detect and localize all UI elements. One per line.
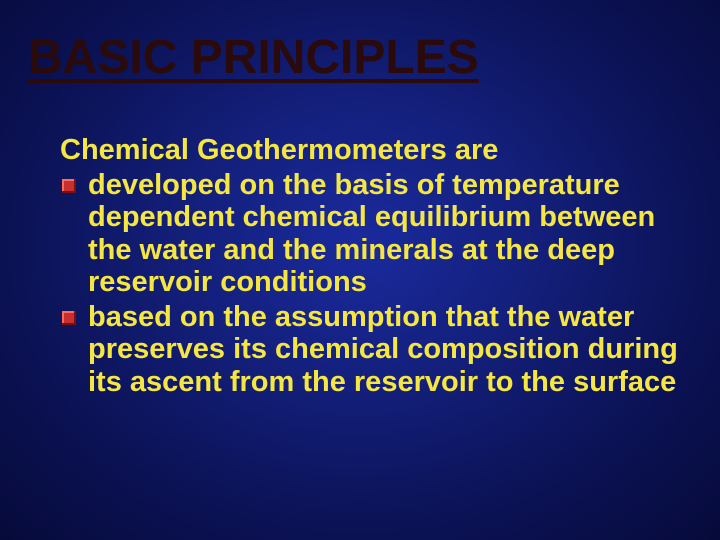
bullet-text: developed on the basis of temperature de… (88, 169, 655, 298)
square-bullet-icon (62, 311, 76, 325)
bullet-list: developed on the basis of temperature de… (60, 169, 680, 398)
square-bullet-icon (62, 179, 76, 193)
bullet-text: based on the assumption that the water p… (88, 301, 678, 398)
slide-content: Chemical Geothermometers are developed o… (60, 135, 680, 400)
list-item: based on the assumption that the water p… (60, 301, 680, 398)
slide-title: BASIC PRINCIPLES (28, 30, 479, 85)
list-item: developed on the basis of temperature de… (60, 169, 680, 299)
intro-line: Chemical Geothermometers are (60, 135, 680, 167)
